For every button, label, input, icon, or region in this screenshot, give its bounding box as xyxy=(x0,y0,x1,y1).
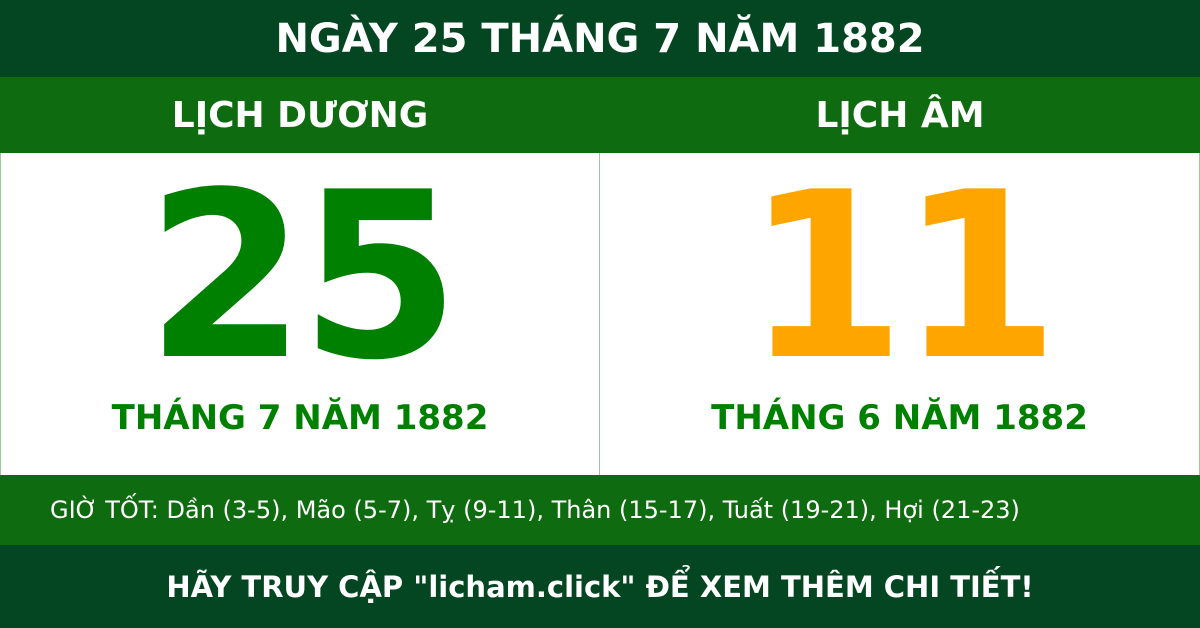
solar-day: 25 xyxy=(145,144,460,411)
solar-panel: 25 THÁNG 7 NĂM 1882 xyxy=(0,153,600,475)
footer-cta: HÃY TRUY CẬP "licham.click" ĐỂ XEM THÊM … xyxy=(0,545,1200,628)
lunar-label: LỊCH ÂM xyxy=(815,94,985,136)
lunar-day: 11 xyxy=(745,144,1059,411)
lunar-month-year: THÁNG 6 NĂM 1882 xyxy=(711,398,1088,438)
lunar-panel: 11 THÁNG 6 NĂM 1882 xyxy=(600,153,1200,475)
solar-month-year: THÁNG 7 NĂM 1882 xyxy=(111,398,489,438)
solar-label: LỊCH DƯƠNG xyxy=(171,94,429,136)
page-title: NGÀY 25 THÁNG 7 NĂM 1882 xyxy=(0,0,1200,77)
good-hours: GIỜ TỐT: Dần (3-5), Mão (5-7), Tỵ (9-11)… xyxy=(0,475,1200,545)
calendar-headers: LỊCH DƯƠNG LỊCH ÂM xyxy=(0,77,1200,153)
